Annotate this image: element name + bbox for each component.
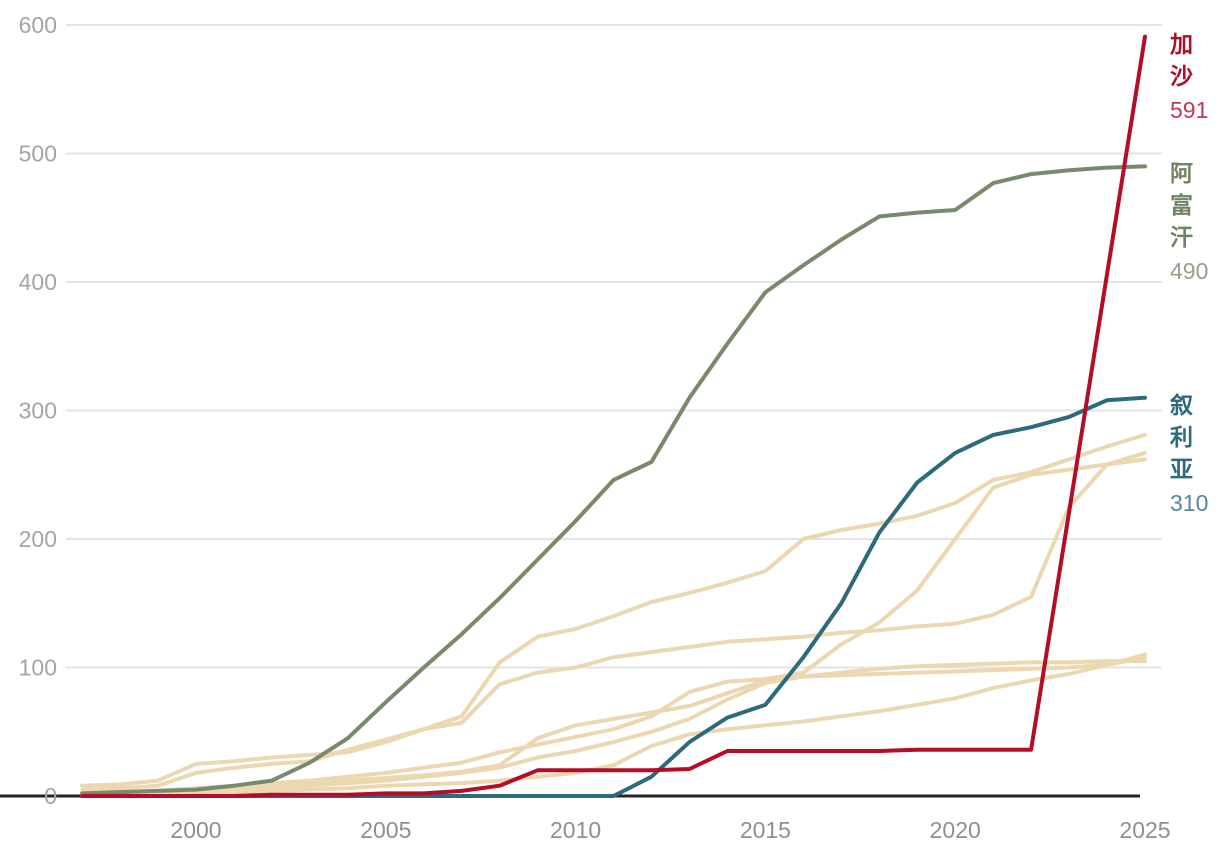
x-axis-tick-label: 2005 bbox=[360, 817, 411, 843]
y-axis-tick-label: 600 bbox=[19, 12, 57, 38]
series-line-background-2 bbox=[80, 450, 1147, 792]
series-line-background-6 bbox=[80, 655, 1147, 796]
series-end-value: 490 bbox=[1170, 258, 1209, 285]
y-axis-tick-label: 100 bbox=[19, 655, 57, 681]
series-name-char: 沙 bbox=[1170, 62, 1194, 89]
x-axis-tick-label: 2020 bbox=[930, 817, 981, 843]
y-axis-tick-label: 0 bbox=[44, 783, 57, 809]
series-line-afghanistan bbox=[80, 164, 1147, 796]
x-axis-tick-label: 2025 bbox=[1119, 817, 1170, 843]
series-label-gaza: 加沙 591 bbox=[1170, 28, 1220, 126]
y-axis-tick-label: 400 bbox=[19, 269, 57, 295]
y-axis-tick-label: 200 bbox=[19, 526, 57, 552]
series-name-char: 汗 bbox=[1170, 224, 1194, 251]
series-name-char: 阿 bbox=[1170, 160, 1194, 187]
series-name-char: 亚 bbox=[1170, 455, 1194, 482]
series-name-char: 富 bbox=[1170, 192, 1194, 219]
series-line-gaza bbox=[80, 34, 1147, 798]
series-line-background-4 bbox=[80, 659, 1147, 797]
series-end-value: 591 bbox=[1170, 96, 1209, 123]
x-axis-tick-label: 2010 bbox=[550, 817, 601, 843]
series-label-afghanistan: 阿富汗 490 bbox=[1170, 157, 1220, 287]
series-name-char: 加 bbox=[1170, 30, 1194, 57]
series-line-background-5 bbox=[80, 652, 1147, 797]
x-axis-tick-label: 2000 bbox=[170, 817, 221, 843]
y-axis-tick-label: 300 bbox=[19, 398, 57, 424]
x-axis-tick-label: 2015 bbox=[740, 817, 791, 843]
series-end-value: 310 bbox=[1170, 489, 1209, 516]
series-label-syria: 叙利亚 310 bbox=[1170, 389, 1220, 519]
series-line-background-1 bbox=[80, 432, 1147, 788]
series-name-char: 叙 bbox=[1170, 391, 1194, 418]
y-axis-tick-label: 500 bbox=[19, 141, 57, 167]
series-name-char: 利 bbox=[1170, 423, 1194, 450]
series-line-syria bbox=[80, 395, 1147, 798]
